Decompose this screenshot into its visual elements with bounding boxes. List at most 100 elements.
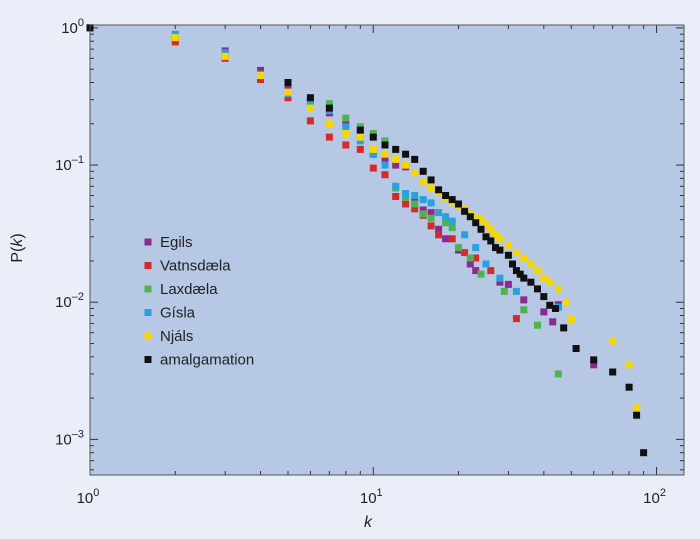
data-point-vatnsdæla <box>257 76 264 84</box>
data-point-egils <box>392 161 400 169</box>
data-point-njáls <box>482 220 490 228</box>
data-point-amalgamation <box>392 145 400 153</box>
data-point-laxdæla <box>466 254 474 262</box>
data-point-gísla <box>356 137 364 145</box>
data-point-amalgamation <box>411 155 419 163</box>
data-point-njáls <box>633 404 641 412</box>
data-point-njáls <box>392 155 400 163</box>
data-point-amalgamation <box>461 207 469 215</box>
data-point-gísla <box>392 182 400 190</box>
data-point-njáls <box>472 214 480 222</box>
data-point-gísla <box>402 190 410 197</box>
data-point-njáls <box>427 184 435 192</box>
data-point-egils <box>442 235 450 243</box>
data-point-njáls <box>342 130 350 137</box>
data-point-amalgamation <box>552 305 559 312</box>
y-tick-label: 10–1 <box>55 154 84 174</box>
x-tick-label: 101 <box>360 487 383 507</box>
data-point-vatnsdæla <box>381 171 389 179</box>
data-point-amalgamation <box>482 233 490 241</box>
data-point-egils <box>381 155 389 163</box>
data-point-vatnsdæla <box>325 133 333 141</box>
data-point-egils <box>284 83 292 91</box>
legend-swatch <box>144 332 152 340</box>
data-point-gísla <box>411 192 419 199</box>
x-tick-label: 102 <box>643 487 666 507</box>
data-point-njáls <box>520 254 528 262</box>
data-point-laxdæla <box>448 224 456 232</box>
data-point-laxdæla <box>455 244 462 252</box>
data-point-amalgamation <box>487 237 495 245</box>
data-point-njáls <box>546 278 554 286</box>
y-axis-label: P(k) <box>9 233 26 262</box>
data-point-laxdæla <box>534 321 541 329</box>
data-point-amalgamation <box>509 260 516 268</box>
data-point-vatnsdæla <box>369 164 377 172</box>
data-point-njáls <box>411 169 419 177</box>
data-point-njáls <box>369 145 377 153</box>
legend: Egils Vatnsdæla Laxdæla Gísla Njáls amalgamat… <box>144 234 254 369</box>
data-point-njáls <box>284 88 292 96</box>
data-point-laxdæla <box>442 219 450 227</box>
legend-label: Gísla <box>160 305 196 322</box>
data-point-gísla <box>342 123 350 131</box>
data-point-laxdæla <box>427 214 435 222</box>
data-point-amalgamation <box>477 225 485 233</box>
data-point-amalgamation <box>504 251 512 259</box>
data-point-amalgamation <box>455 200 462 208</box>
legend-swatch <box>144 285 152 293</box>
data-point-vatnsdæla <box>356 145 364 153</box>
legend-label: Njáls <box>160 328 193 345</box>
y-tick-label: 100 <box>61 17 84 37</box>
data-point-amalgamation <box>356 126 364 134</box>
data-point-gísla <box>512 287 520 295</box>
data-point-gísla <box>221 49 229 57</box>
data-point-amalgamation <box>284 79 292 86</box>
data-point-vatnsdæla <box>512 315 520 323</box>
data-point-laxdæla <box>369 130 377 137</box>
data-point-amalgamation <box>546 301 554 309</box>
y-tick-label: 10–3 <box>55 428 84 448</box>
legend-swatch <box>144 238 152 246</box>
data-point-vatnsdæla <box>411 205 419 213</box>
x-tick-label: 100 <box>77 487 100 507</box>
y-axis: 100 10–1 10–2 10–3 <box>55 17 684 471</box>
data-point-amalgamation <box>435 186 443 194</box>
data-point-egils <box>435 225 443 233</box>
data-point-amalgamation <box>402 150 410 158</box>
data-point-njáls <box>325 120 333 128</box>
data-point-amalgamation <box>472 219 480 227</box>
data-point-vatnsdæla <box>171 38 179 46</box>
data-point-njáls <box>504 241 512 249</box>
data-point-njáls <box>402 161 410 169</box>
data-point-amalgamation <box>306 94 314 102</box>
legend-label: Vatnsdæla <box>160 258 231 275</box>
data-point-vatnsdæla <box>472 254 480 262</box>
data-point-egils <box>419 206 427 214</box>
data-point-njáls <box>257 72 264 79</box>
data-point-egils <box>540 308 548 316</box>
data-point-njáls <box>356 133 364 141</box>
data-point-laxdæla <box>402 194 410 201</box>
data-point-vatnsdæla <box>306 117 314 125</box>
data-point-amalgamation <box>369 133 377 141</box>
legend-label: amalgamation <box>160 352 254 369</box>
data-point-njáls <box>492 231 499 239</box>
y-tick-label: 10–2 <box>55 291 84 311</box>
data-point-njáls <box>477 216 485 224</box>
data-point-vatnsdæla <box>392 193 400 200</box>
data-point-laxdæla <box>419 210 427 218</box>
data-point-amalgamation <box>625 383 633 391</box>
data-point-amalgamation <box>492 244 499 252</box>
data-point-egils <box>427 209 435 217</box>
data-point-amalgamation <box>520 274 528 282</box>
data-point-vatnsdæla <box>487 267 495 275</box>
data-point-gísla <box>472 244 480 252</box>
data-point-laxdæla <box>500 287 508 295</box>
data-point-amalgamation <box>560 324 568 332</box>
data-point-njáls <box>540 274 548 282</box>
data-point-vatnsdæla <box>448 235 456 243</box>
data-point-njáls <box>381 150 389 158</box>
data-point-laxdæla <box>411 200 419 208</box>
